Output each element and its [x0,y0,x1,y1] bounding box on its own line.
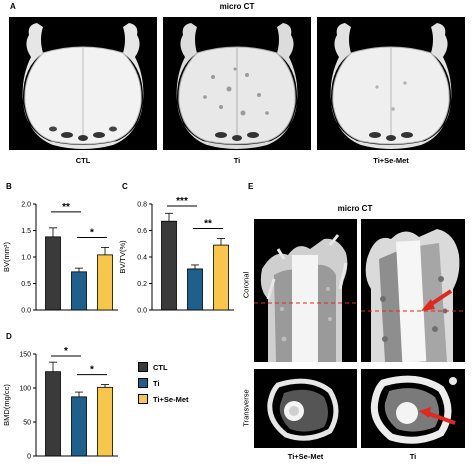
bvtv-bar-1 [187,268,203,311]
ct-coronal-ti-image [361,219,465,362]
bvtv-tick-label-3: 0.6 [137,228,147,235]
legend-swatch-ti [138,378,148,388]
bmd-sig-label-0: * [64,346,68,357]
panel-e-caption-tise: Ti+Se-Met [287,452,324,461]
bvtv-tick-label-0: 0.0 [137,308,147,315]
bv-tick-label-2: 1.0 [21,255,31,262]
bv-tick-label-4: 2.0 [21,202,31,209]
bvtv-tick-label-1: 0.2 [137,281,147,288]
panel-a-caption-ti: Ti [233,156,241,165]
ct-skull-tise-image [317,17,465,150]
bmd-bar-chart: 0 50 100 150 BMD(mg/cc) * * [2,346,118,461]
legend-swatch-tise [138,394,148,404]
legend-item-ti: Ti [138,378,160,388]
bvtv-bar-2 [213,244,229,311]
bvtv-bar-chart: 0.00.20.40.60.8BV/TV(%)***** [118,196,234,315]
bmd-bar-1 [71,396,87,457]
bv-bar-0 [45,236,61,311]
panel-a-letter: A [10,2,16,11]
panel-a-caption-tise: Ti+Se-Met [373,156,409,165]
bv-tick-label-0: 0.0 [21,308,31,315]
bmd-bar-0 [45,371,61,457]
ct-coronal-tise-image [254,219,357,362]
legend-label-tise: Ti+Se-Met [153,394,189,404]
bvtv-sig-label-1: ** [204,218,212,229]
panel-e-title: micro CT [337,204,373,213]
bv-tick-label-3: 1.5 [21,228,31,235]
bv-bar-1 [71,271,87,311]
panel-a-caption-ctl: CTL [75,156,91,165]
legend-item-ctl: CTL [138,362,168,372]
panel-a-title: micro CT [219,2,255,11]
bvtv-tick-label-2: 0.4 [137,255,147,262]
bmd-tick-label-0: 0 [27,454,31,461]
bmd-sig-label-1: * [90,365,94,376]
bmd-tick-label-2: 100 [19,386,31,393]
ct-transverse-tise-image [254,369,357,448]
bvtv-ylabel: BV/TV(%) [118,240,127,274]
bv-bar-2 [97,254,113,311]
bv-sig-label-0: ** [62,202,70,213]
panel-e-letter: E [248,182,254,191]
bvtv-bar-0 [161,220,177,311]
bv-sig-label-1: * [90,227,94,238]
row-label-transverse-wrap: Transverse [240,378,252,438]
bvtv-tick-label-4: 0.8 [137,202,147,209]
bv-tick-label-1: 0.5 [21,281,31,288]
bmd-bar-2 [97,386,113,457]
row-label-coronal: Coronal [241,271,251,299]
bmd-ylabel: BMD(mg/cc) [2,384,11,426]
legend-swatch-ctl [138,362,148,372]
panel-e-caption-ti: Ti [409,452,417,461]
bmd-tick-label-3: 150 [19,352,31,359]
row-label-transverse: Transverse [241,389,251,427]
bmd-tick-label-1: 50 [23,420,31,427]
bv-bar-chart: 0.00.51.01.52.0BV(mm³)*** [2,202,118,315]
bvtv-sig-label-0: *** [176,196,188,207]
row-label-coronal-wrap: Coronal [240,255,252,315]
panel-c-letter: C [122,182,128,191]
ct-skull-ctl-image [9,17,157,150]
panel-b-letter: B [6,182,12,191]
legend-label-ctl: CTL [153,362,168,372]
legend-item-tise: Ti+Se-Met [138,394,189,404]
bv-ylabel: BV(mm³) [2,242,11,272]
ct-skull-ti-image [163,17,311,150]
legend-label-ti: Ti [153,378,160,388]
panel-d-letter: D [6,332,12,341]
ct-transverse-ti-image [361,369,465,448]
